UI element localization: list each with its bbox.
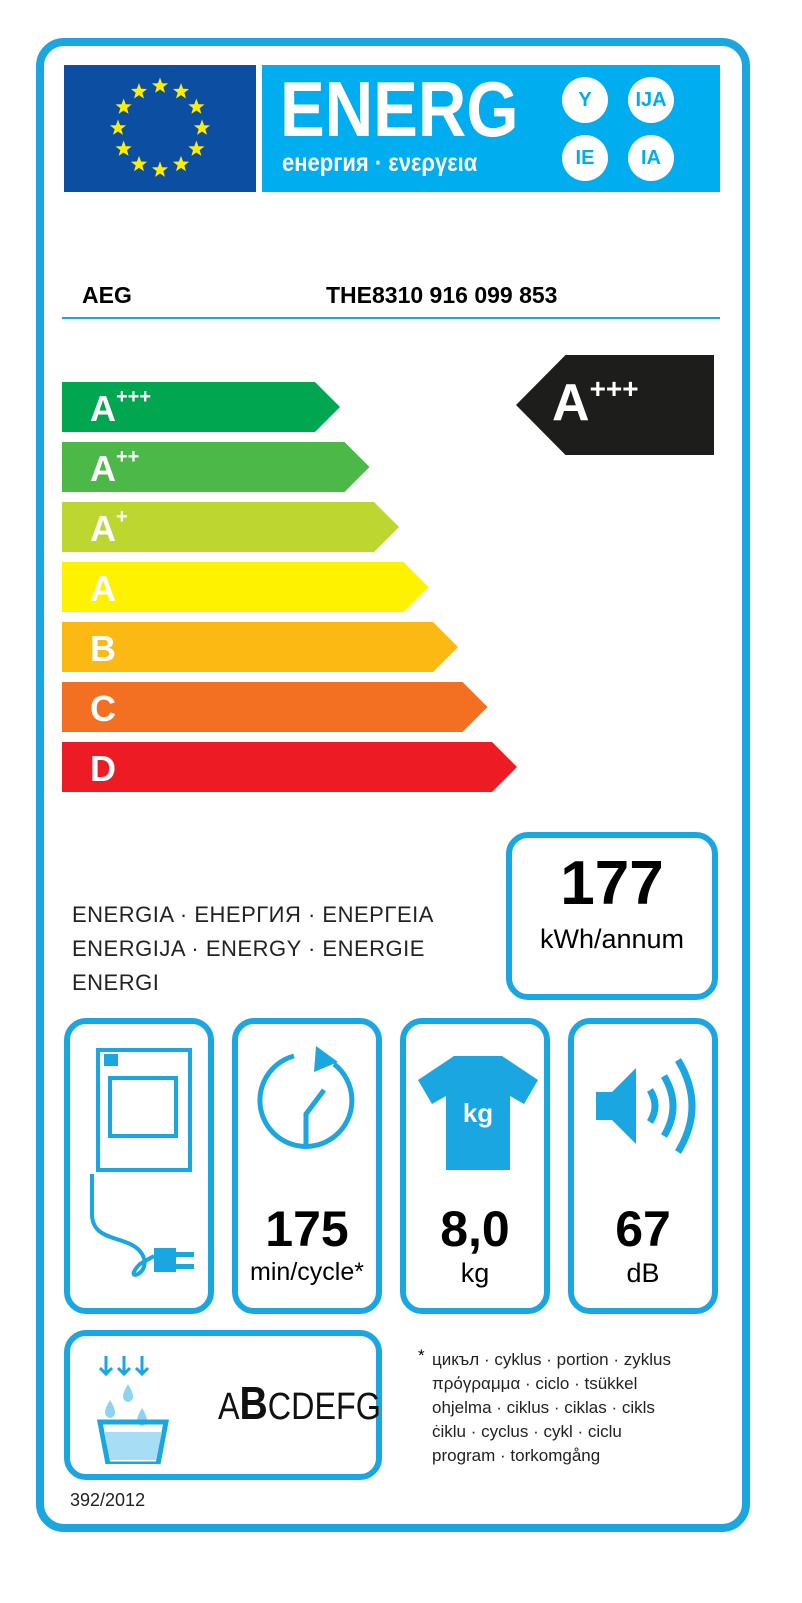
- star-icon: [188, 140, 205, 156]
- logo-subtitle: енергия · ενεργεια: [282, 149, 478, 177]
- capacity-value: 8,0: [440, 1201, 510, 1257]
- star-icon: [115, 98, 132, 114]
- speaker-icon: [596, 1058, 696, 1154]
- energy-class-bar: A+++: [62, 382, 340, 432]
- tshirt-icon: kg: [418, 1056, 538, 1170]
- capacity-unit: kg: [460, 1258, 490, 1288]
- star-icon: [193, 119, 211, 135]
- class-plus: ++: [116, 446, 140, 468]
- cycle-time-box: 175 min/cycle*: [232, 1018, 382, 1314]
- noise-box: 67 dB: [568, 1018, 718, 1314]
- energy-class-bar: A++: [62, 442, 370, 492]
- cycle-time-unit: min/cycle*: [250, 1258, 364, 1286]
- class-letter: A: [90, 388, 116, 429]
- consumption-box: 177 kWh/annum: [506, 832, 718, 1000]
- footnote-line: program · torkomgång: [432, 1446, 601, 1465]
- star-icon: [115, 140, 132, 156]
- footnote-line: πρόγραμμα · ciclo · tsükkel: [432, 1374, 638, 1393]
- class-letter: B: [90, 628, 116, 669]
- star-icon: [188, 98, 205, 114]
- class-letters: CDEFG: [267, 1386, 381, 1428]
- suffix: IA: [628, 135, 674, 181]
- model-id: THE8310 916 099 853: [326, 282, 558, 308]
- star-icon: [172, 155, 190, 172]
- suffix: IE: [562, 135, 608, 181]
- star-icon: [172, 83, 190, 99]
- footnote-line: ohjelma · ciklus · ciklas · cikls: [432, 1398, 655, 1417]
- star-icon: [130, 83, 148, 99]
- noise-unit: dB: [626, 1258, 660, 1288]
- capacity-box: kg 8,0 kg: [400, 1018, 550, 1314]
- regulation-number: 392/2012: [70, 1490, 146, 1510]
- energy-word-line: ENERGI: [72, 970, 160, 995]
- energy-class-bar: C: [62, 682, 488, 732]
- dryer-type-box: [64, 1018, 214, 1314]
- energy-class-bar: A: [62, 562, 429, 612]
- logo-text: ENERG: [280, 65, 519, 153]
- class-letter: A: [90, 568, 116, 609]
- selected-condensation-class: B: [239, 1377, 268, 1429]
- class-letter: A: [90, 508, 116, 549]
- footnote-asterisk: *: [418, 1346, 425, 1365]
- class-letters: A: [218, 1386, 240, 1428]
- footnote-line: цикъл · cyklus · portion · zyklus: [432, 1350, 671, 1369]
- footnote-line: ċiklu · cyclus · cykl · ciclu: [432, 1422, 622, 1441]
- rating-plus: +++: [589, 373, 639, 404]
- consumption-unit: kWh/annum: [539, 924, 685, 954]
- suffix: Y: [562, 77, 608, 123]
- divider: [62, 317, 720, 319]
- star-icon: [130, 155, 148, 172]
- energy-word-line: ENERGIJA · ENERGY · ENERGIE: [72, 936, 425, 961]
- condenser-dryer-icon: [90, 1048, 194, 1277]
- condensation-scale: ABCDEFG: [218, 1376, 381, 1430]
- water-basin-icon: [96, 1356, 170, 1464]
- energy-class-bar: D: [62, 742, 517, 792]
- class-letter: A: [90, 448, 116, 489]
- cycle-time-value: 175: [265, 1201, 349, 1257]
- class-plus: +++: [116, 386, 152, 408]
- star-icon: [109, 119, 127, 135]
- class-letter: C: [90, 688, 116, 729]
- class-letter: D: [90, 748, 116, 789]
- clock-icon: [257, 1046, 355, 1149]
- consumption-value: 177: [560, 849, 664, 918]
- energy-word-line: ENERGIA · ЕНЕРГИЯ · ΕΝΕΡΓΕΙΑ: [72, 902, 434, 927]
- tshirt-label: kg: [463, 1098, 493, 1128]
- suffix: IJA: [628, 77, 674, 123]
- eu-flag: [64, 65, 256, 192]
- rating-letter: A: [552, 374, 590, 432]
- supplier-name: AEG: [82, 282, 132, 308]
- condensation-box: ABCDEFG: [64, 1330, 382, 1480]
- star-icon: [151, 161, 169, 177]
- energy-class-bar: A+: [62, 502, 399, 552]
- class-plus: +: [116, 506, 128, 528]
- label-frame: [36, 38, 750, 1532]
- star-icon: [151, 77, 169, 93]
- energy-class-bar: B: [62, 622, 458, 672]
- energy-logo: ENERG енергия · ενεργεια Y IJA IE IA: [262, 65, 720, 192]
- noise-value: 67: [615, 1201, 671, 1257]
